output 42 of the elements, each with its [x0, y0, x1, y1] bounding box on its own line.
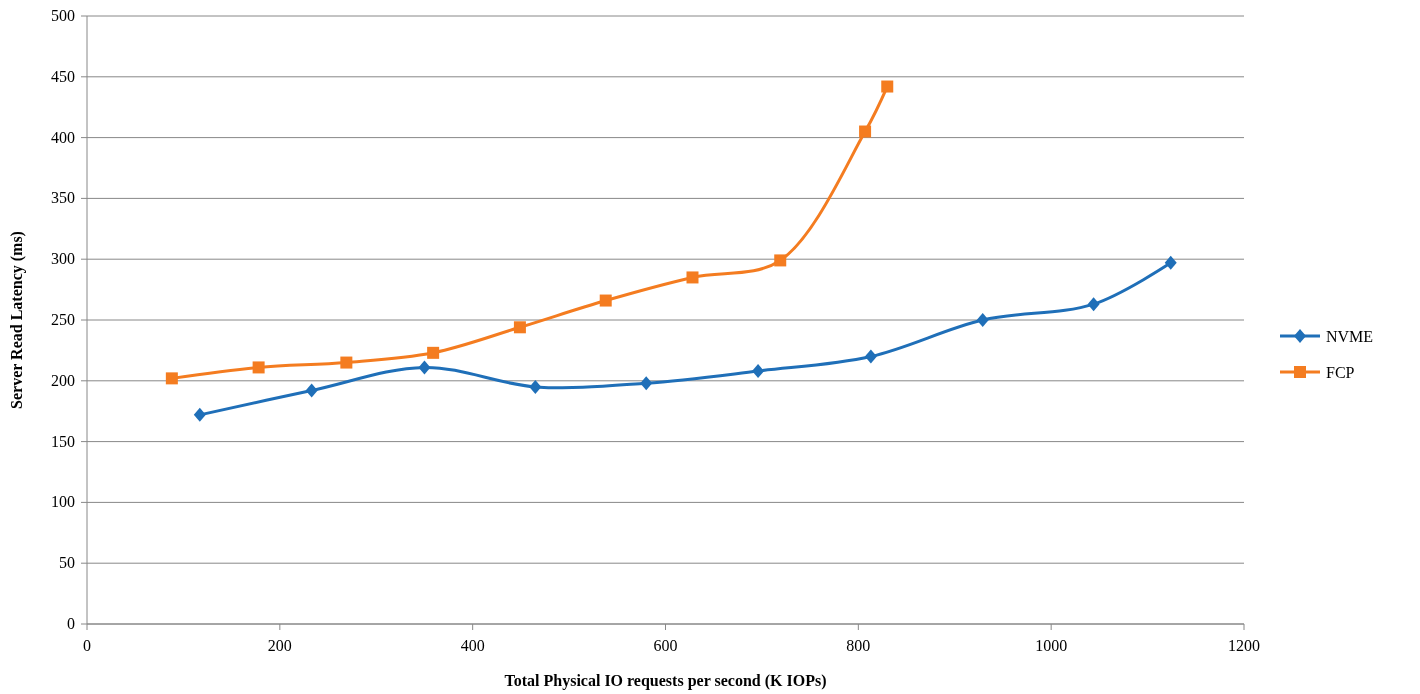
- y-tick-label: 200: [51, 371, 75, 389]
- x-tick-label: 1000: [1035, 637, 1068, 654]
- y-tick-label: 300: [51, 250, 75, 268]
- point: [640, 376, 653, 391]
- x-axis-title: Total Physical IO requests per second (K IOPs): [504, 672, 827, 690]
- point: [513, 321, 526, 334]
- point: [859, 125, 872, 138]
- point: [1164, 255, 1177, 270]
- x-tick-label: 200: [267, 637, 292, 654]
- point: [165, 372, 178, 385]
- y-tick-label: 150: [51, 432, 75, 450]
- point: [340, 356, 353, 369]
- y-tick-label: 500: [51, 7, 75, 24]
- x-tick-label: 1200: [1228, 637, 1260, 654]
- legend-label: NVME: [1326, 328, 1374, 345]
- y-tick-label: 0: [67, 615, 75, 632]
- x-tick-label: 600: [653, 637, 678, 654]
- y-tick-label: 400: [51, 128, 75, 146]
- y-tick-label: 250: [51, 311, 75, 328]
- point: [864, 349, 877, 364]
- point: [252, 361, 265, 374]
- x-tick-label: 400: [460, 637, 485, 654]
- y-tick-label: 450: [51, 67, 75, 85]
- point: [976, 313, 989, 327]
- y-axis-title: Server Read Latency (ms): [8, 231, 26, 409]
- point: [193, 407, 206, 422]
- legend-label: FCP: [1326, 364, 1355, 381]
- point: [1087, 297, 1100, 312]
- y-tick-label: 100: [51, 493, 75, 511]
- x-tick-label: 0: [83, 637, 91, 654]
- point: [305, 383, 318, 398]
- point: [774, 254, 787, 267]
- point: [881, 80, 894, 93]
- point: [599, 294, 612, 307]
- point: [752, 364, 765, 379]
- point: [427, 346, 440, 359]
- y-tick-label: 50: [59, 554, 75, 572]
- point: [418, 360, 431, 375]
- point: [529, 379, 542, 394]
- x-tick-label: 800: [846, 637, 871, 654]
- y-tick-label: 350: [51, 189, 75, 207]
- point: [686, 271, 699, 284]
